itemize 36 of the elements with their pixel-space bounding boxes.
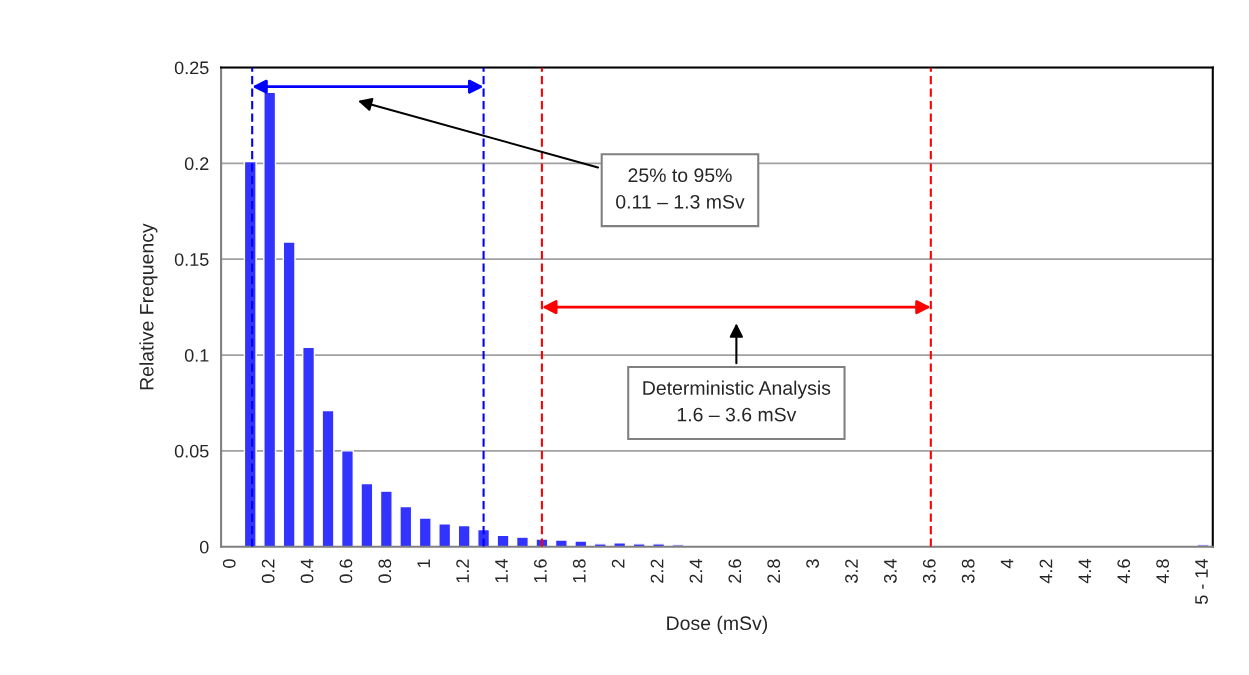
x-tick-label: 4.4 [1078,559,1092,584]
y-tick-label: 0.2 [184,157,209,171]
x-tick-label: 2.6 [728,559,742,583]
x-tick-label: 4.6 [1117,559,1131,584]
x-tick-label: 3.6 [922,559,936,583]
x-tick-label: 0.4 [300,559,314,583]
annotation: Deterministic Analysis 1.6 – 3.6 mSv [643,380,831,422]
x-tick-label: 0.2 [261,559,275,583]
x-tick-label: 5 - 14 [1195,559,1208,604]
x-tick-label: 3 [806,559,819,568]
x-axis-title: Dose (mSv) [667,615,768,634]
x-tick-label: 4 [1000,559,1014,569]
x-tick-label: 0.6 [339,559,353,583]
y-tick-label: 0.1 [184,348,209,362]
y-axis-title: Relative Frequency [139,223,158,390]
x-tick-label: 2.8 [767,559,781,583]
x-tick-label: 3.4 [883,559,897,583]
x-tick-label: 2 [611,559,625,568]
x-tick-label: 1.8 [572,559,586,583]
x-tick-label: 4.8 [1156,559,1170,584]
y-tick-label: 0.25 [174,61,209,75]
x-tick-label: 3.2 [845,559,858,583]
x-tick-label: 2.4 [689,559,703,583]
x-tick-label: 1 [417,559,430,568]
x-tick-label: 1.2 [456,559,469,583]
x-tick-label: 1.6 [533,559,547,583]
annotation: 25% to 95% 0.11 – 1.3 mSv [616,168,745,209]
y-tick-label: 0 [199,540,209,554]
y-tick-label: 0.05 [174,444,209,458]
x-tick-label: 1.4 [495,559,508,583]
x-tick-label: 4.2 [1039,559,1053,584]
x-tick-label: 0 [222,559,236,568]
y-tick-label: 0.15 [174,253,209,266]
x-tick-label: 0.8 [378,559,392,583]
x-tick-label: 3.8 [961,559,975,583]
x-tick-label: 2.2 [650,559,664,583]
